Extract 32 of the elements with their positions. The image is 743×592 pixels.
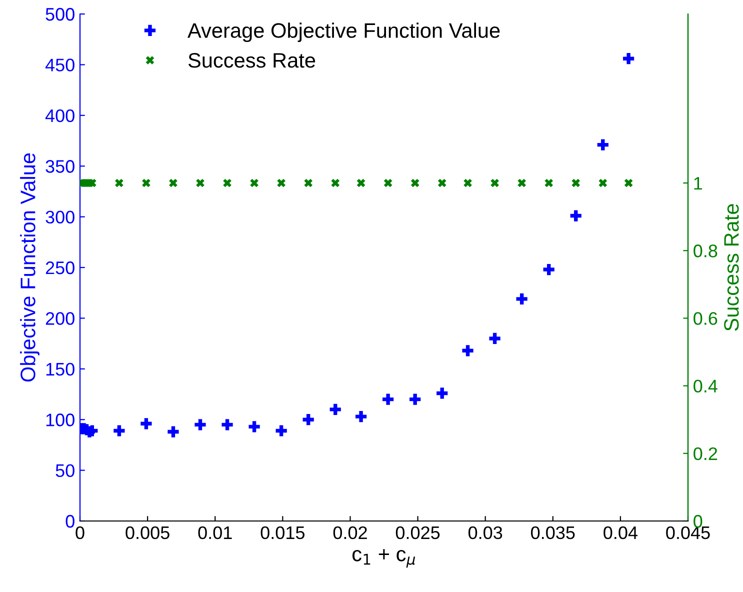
y-tick-label: 400	[45, 109, 74, 122]
y2-tick-label: 0.2	[694, 447, 718, 460]
x-tick-label: 0.015	[260, 526, 305, 540]
y-tick-label: 500	[46, 8, 74, 21]
legend-label: Average Objective Function Value	[188, 22, 500, 42]
y-tick-label: 450	[45, 58, 74, 72]
y-tick-label: 100	[46, 414, 74, 426]
y2-tick-label: 1	[694, 177, 702, 190]
y-tick-label: 0	[66, 514, 74, 528]
x-tick-label: 0.01	[198, 526, 232, 540]
legend-label: Success Rate	[188, 52, 316, 68]
y-tick-label: 50	[56, 464, 74, 478]
x-tick-label: 0.045	[666, 526, 710, 540]
x-tick-label: 0.02	[333, 526, 367, 540]
y2-tick-label: 0	[694, 514, 702, 528]
y-tick-label: 250	[46, 261, 74, 274]
y2-tick-label: 0.6	[694, 312, 718, 325]
y-tick-label: 300	[46, 210, 74, 224]
x-tick-label: 0.04	[604, 526, 638, 540]
y2-tick-label: 0.8	[694, 244, 718, 258]
x-tick-label: 0.005	[126, 526, 170, 540]
x-tick-label: 0	[76, 526, 84, 540]
x-tick-label: 0.03	[468, 526, 502, 540]
y2-tick-label: 0.4	[694, 380, 718, 393]
x-axis-title: c$_{1}$ + c$_{μ}$	[352, 549, 416, 568]
y-tick-label: 150	[46, 362, 74, 376]
y-tick-label: 350	[46, 160, 74, 173]
y2-axis-title: Success Rate	[724, 204, 739, 331]
x-tick-label: 0.025	[396, 526, 440, 540]
x-tick-label: 0.035	[531, 526, 575, 540]
y-tick-label: 200	[46, 312, 74, 325]
y-axis-title: Objective Function Value	[20, 153, 40, 382]
